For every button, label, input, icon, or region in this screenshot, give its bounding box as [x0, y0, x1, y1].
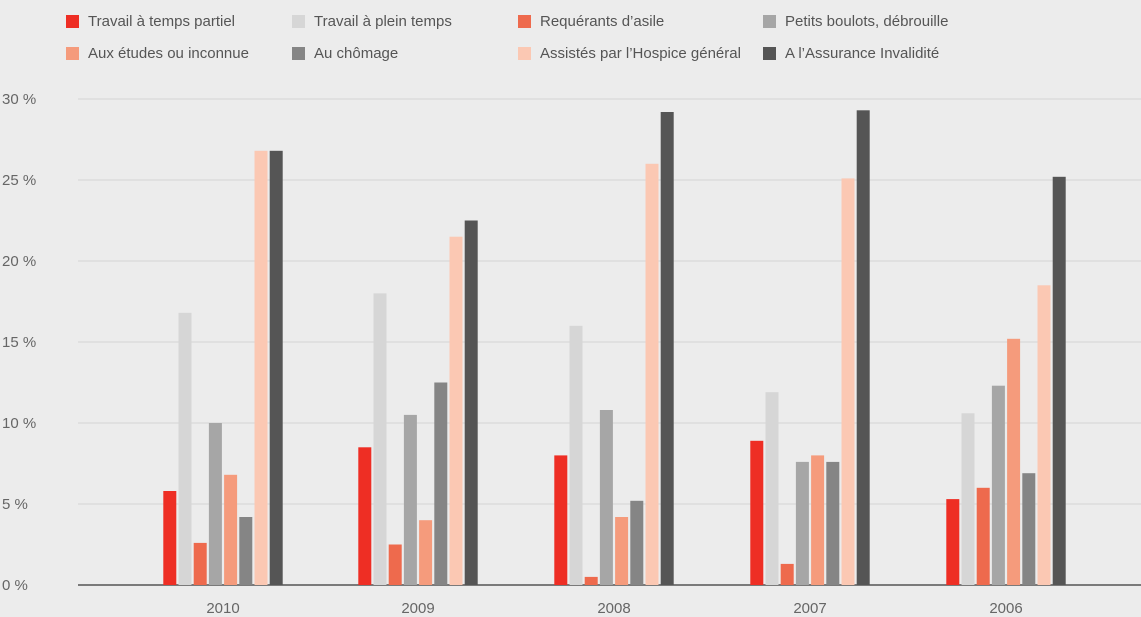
bar [1052, 176, 1066, 586]
legend-label: Assistés par l’Hospice général [540, 44, 741, 62]
legend-item: Au chômage [292, 42, 518, 64]
legend-label: Au chômage [314, 44, 399, 62]
bar [434, 382, 448, 585]
legend-item: Aux études ou inconnue [66, 42, 292, 64]
bar [811, 455, 825, 585]
y-tick-label: 15 % [2, 334, 36, 351]
bar [856, 110, 870, 586]
bar [991, 385, 1005, 585]
legend-label: Petits boulots, débrouille [785, 12, 949, 30]
bar [358, 447, 372, 585]
bar [569, 325, 583, 585]
legend-swatch [518, 46, 531, 60]
bar [193, 542, 207, 585]
bar [449, 236, 463, 585]
legend-label: Travail à plein temps [314, 12, 452, 30]
bar [765, 392, 779, 585]
bar [961, 413, 975, 585]
legend-label: Requérants d’asile [540, 12, 665, 30]
legend-item: A l’Assurance Invalidité [763, 42, 1013, 64]
legend-swatch [66, 14, 79, 28]
legend-swatch [292, 46, 305, 60]
legend-label: A l’Assurance Invalidité [785, 44, 940, 62]
x-tick-label: 2010 [206, 600, 239, 617]
bar [163, 491, 177, 585]
legend-label: Travail à temps partiel [88, 12, 235, 30]
legend-swatch [763, 14, 776, 28]
bar [780, 563, 794, 585]
x-tick-label: 2007 [793, 600, 826, 617]
bar [946, 499, 960, 585]
bar [645, 163, 659, 586]
legend-swatch [66, 46, 79, 60]
legend-item: Travail à temps partiel [66, 10, 292, 32]
bar [373, 293, 387, 585]
y-tick-label: 0 % [2, 577, 28, 594]
bar [388, 544, 402, 585]
bar [584, 576, 598, 585]
x-tick-label: 2006 [989, 600, 1022, 617]
bar [419, 520, 433, 585]
bar [269, 150, 283, 586]
bar [630, 500, 644, 585]
bar [1022, 473, 1036, 585]
legend-swatch [292, 14, 305, 28]
bar [1037, 285, 1051, 585]
legend-item: Travail à plein temps [292, 10, 518, 32]
bar [660, 112, 674, 585]
y-tick-label: 20 % [2, 253, 36, 270]
legend-item: Assistés par l’Hospice général [518, 42, 763, 64]
legend-item: Petits boulots, débrouille [763, 10, 1013, 32]
bar [615, 517, 629, 585]
y-tick-label: 5 % [2, 496, 28, 513]
y-tick-label: 30 % [2, 91, 36, 108]
bar [464, 220, 478, 585]
bar [826, 461, 840, 585]
bar [208, 423, 222, 585]
chart-legend: Travail à temps partiel Travail à plein t… [66, 10, 1136, 64]
bar [554, 455, 568, 585]
legend-item: Requérants d’asile [518, 10, 763, 32]
bar [403, 414, 417, 585]
legend-label: Aux études ou inconnue [88, 44, 249, 62]
y-tick-label: 25 % [2, 172, 36, 189]
bar [795, 461, 809, 585]
bar [224, 474, 238, 585]
bar [239, 517, 253, 585]
bar [254, 150, 268, 586]
y-tick-label: 10 % [2, 415, 36, 432]
x-tick-label: 2009 [401, 600, 434, 617]
bar [976, 487, 990, 585]
bar [599, 410, 613, 585]
bar [178, 312, 192, 585]
bar [841, 178, 855, 585]
legend-swatch [763, 46, 776, 60]
x-tick-label: 2008 [597, 600, 630, 617]
bar [1007, 338, 1021, 585]
legend-swatch [518, 14, 531, 28]
bar [750, 440, 764, 585]
